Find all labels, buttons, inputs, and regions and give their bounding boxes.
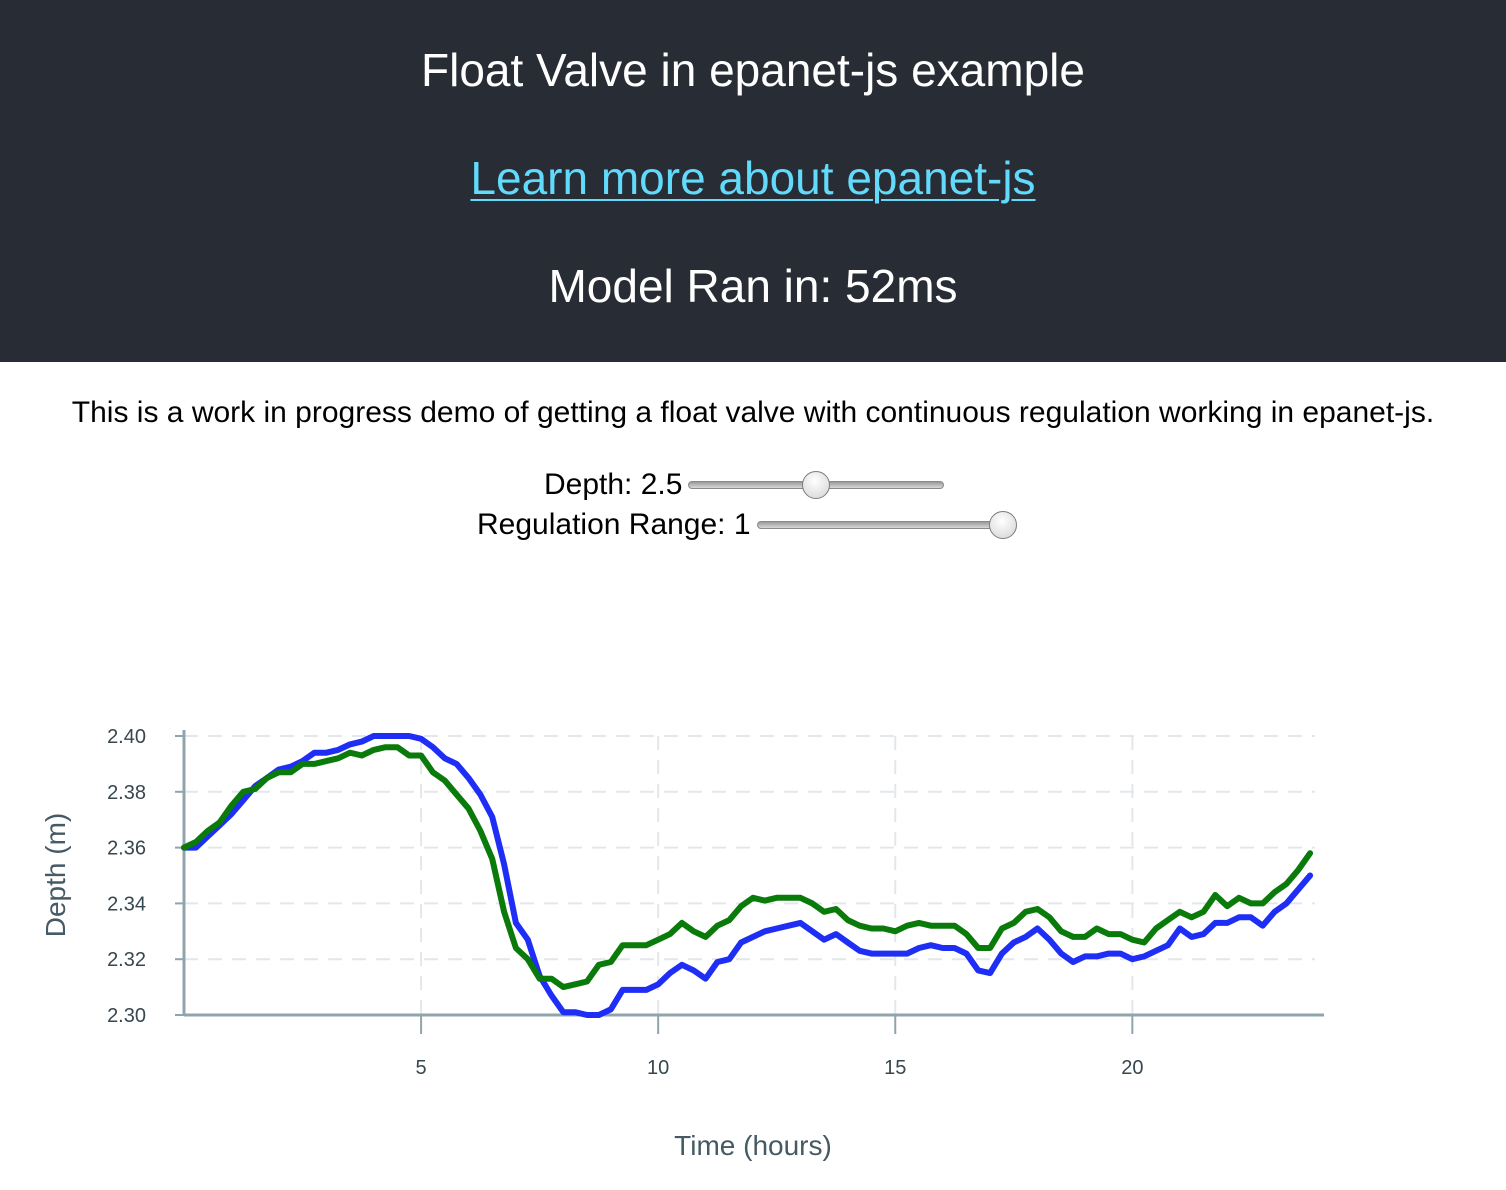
regulation-label: Regulation Range: 1: [477, 508, 751, 541]
regulation-slider[interactable]: [756, 505, 1017, 545]
depth-control: Depth: 2.5: [544, 465, 945, 505]
learn-more-link[interactable]: Learn more about epanet-js: [470, 152, 1036, 204]
series-blue-line: [181, 733, 1314, 1018]
y-tick-label: 2.34: [107, 893, 146, 915]
x-tick-label: 15: [884, 1057, 906, 1079]
depth-chart: 2.30 2.32 2.34 2.36 2.38 2.40 5 10 15 20 Time (hou…: [40, 726, 1324, 1161]
y-tick-label: 2.36: [107, 838, 146, 860]
depth-slider-thumb[interactable]: [802, 471, 831, 499]
y-tick-label: 2.30: [107, 1005, 146, 1027]
depth-label: Depth: 2.5: [544, 468, 683, 501]
regulation-slider-track[interactable]: [756, 521, 1013, 529]
regulation-slider-thumb[interactable]: [988, 511, 1017, 539]
page-title: Float Valve in epanet-js example: [421, 44, 1085, 96]
app-header: Float Valve in epanet-js example Learn m…: [0, 0, 1506, 362]
y-axis-title: Depth (m): [40, 813, 71, 937]
y-tick-label: 2.40: [107, 726, 146, 748]
model-runtime: Model Ran in: 52ms: [548, 260, 958, 312]
x-tick-label: 20: [1121, 1057, 1143, 1079]
regulation-control: Regulation Range: 1: [477, 505, 1017, 545]
learn-more-row: Learn more about epanet-js: [0, 148, 1506, 208]
description-text: This is a work in progress demo of getti…: [71, 396, 1435, 429]
x-tick-label: 10: [647, 1057, 669, 1079]
x-tick-label: 5: [416, 1057, 427, 1079]
x-axis-title: Time (hours): [674, 1130, 832, 1161]
y-tick-label: 2.32: [107, 949, 146, 971]
series-green-line: [181, 744, 1314, 991]
depth-slider[interactable]: [688, 465, 945, 505]
y-tick-label: 2.38: [107, 782, 146, 804]
